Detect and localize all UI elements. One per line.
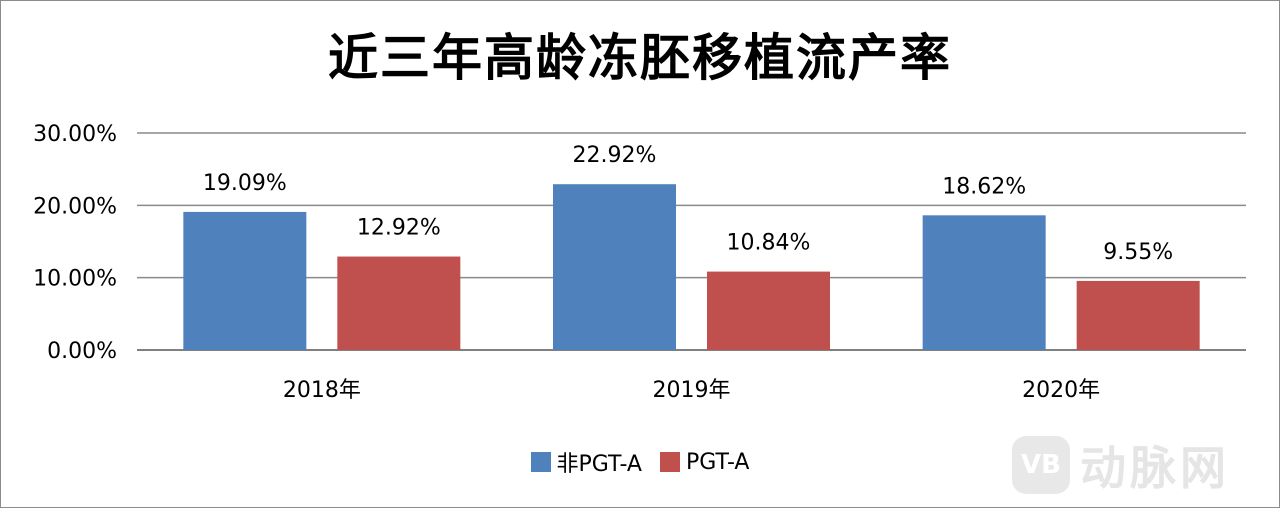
data-label: 22.92%	[573, 143, 657, 168]
bar-series-1	[183, 211, 307, 350]
data-label: 12.92%	[357, 216, 441, 241]
chart-title: 近三年高龄冻胚移植流产率	[328, 28, 952, 87]
data-label: 18.62%	[942, 174, 1026, 199]
legend-item-series-1: 非PGT-A	[530, 446, 642, 478]
bar-series-2	[337, 256, 461, 350]
y-tick-label: 30.00%	[33, 122, 117, 147]
legend-label-series-1: 非PGT-A	[556, 452, 642, 477]
bar-series-1	[922, 215, 1046, 350]
x-tick-label: 2019年	[653, 378, 731, 403]
legend: 非PGT-A PGT-A	[0, 446, 1280, 478]
legend-swatch-series-2	[660, 452, 680, 472]
bar-series-2	[707, 271, 830, 350]
y-tick-label: 20.00%	[33, 194, 117, 219]
data-label: 19.09%	[203, 171, 287, 196]
legend-label-series-2: PGT-A	[686, 449, 750, 475]
legend-item-series-2: PGT-A	[660, 450, 749, 475]
watermark-logo-icon: VB	[1012, 436, 1070, 494]
y-tick-label: 0.00%	[47, 339, 117, 364]
watermark: VB 动脉网	[1012, 432, 1230, 498]
bar-series-2	[1076, 280, 1200, 350]
x-tick-label: 2018年	[283, 378, 361, 403]
x-tick-label: 2020年	[1022, 378, 1100, 403]
y-tick-label: 10.00%	[33, 267, 117, 292]
legend-swatch-series-1	[530, 452, 551, 472]
watermark-text: 动脉网	[1080, 441, 1230, 495]
data-label: 10.84%	[727, 231, 811, 256]
bar-series-1	[553, 184, 676, 350]
data-label: 9.55%	[1103, 240, 1173, 265]
